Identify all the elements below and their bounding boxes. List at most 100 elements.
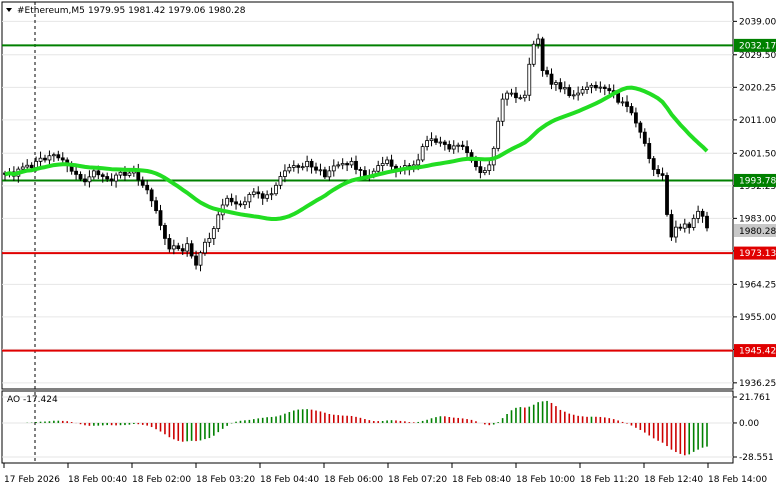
candle-body [660,173,665,176]
price-tick-label: 2011.00 [739,116,776,126]
candle-body [145,184,150,191]
candle-body [291,165,296,168]
candle-body [296,165,301,168]
candle-body [540,38,545,72]
ao-grid [2,396,733,458]
candle-body [327,170,332,178]
ao-plot-frame [1,390,734,464]
candle-body [283,170,287,177]
level-badge [734,246,776,260]
current-price-label: 1980.28 [739,227,776,237]
candle-body [260,193,265,199]
candle-body [456,144,461,147]
candle-body [96,170,101,176]
time-tick-label: 18 Feb 00:40 [68,475,127,485]
price-tick-label: 2039.00 [739,17,776,27]
candle-body [278,176,283,186]
candle-body [265,194,270,199]
candle-body [531,43,536,65]
candle-body [598,86,603,89]
candle-body [127,172,132,176]
candle-body [43,157,47,161]
candle-body [554,82,558,85]
candle-body [558,82,563,90]
candle-body [211,228,216,239]
candle-body [447,144,452,150]
candle-body [340,163,345,166]
candle-body [256,191,261,195]
candle-body [83,178,87,183]
candle-body [194,255,198,266]
candle-body [336,164,341,167]
ao-title: AO -17.424 [7,395,58,405]
candle-body [318,169,323,172]
candle-body [149,189,154,202]
candle-body [478,166,483,174]
candle-body [647,143,652,159]
candle-body [451,145,456,150]
main-grid [2,20,733,384]
candle-body [87,176,92,183]
candle-body [594,84,598,89]
candle-body [234,201,238,205]
level-badge [734,173,776,187]
candle-body [171,245,176,250]
candle-body [349,160,354,166]
candle-body [109,178,114,182]
price-axis: 2039.002029.502020.252011.002001.501992.… [733,17,776,389]
price-tick-label: 1983.00 [739,214,776,224]
price-tick-label: 1936.25 [739,379,776,389]
candle-body [682,223,687,229]
candle-body [585,86,589,91]
time-tick-label: 18 Feb 06:00 [324,475,383,485]
time-tick-label: 18 Feb 02:00 [132,475,191,485]
candle-body [25,164,30,168]
candle-body [629,106,634,114]
candle-body [380,163,385,166]
candle-body [642,131,647,144]
candle-body [158,210,163,226]
candle-body [251,191,256,195]
candle-body [163,225,167,239]
time-tick-label: 18 Feb 12:40 [644,475,703,485]
candle-body [305,160,310,168]
time-tick-label: 17 Feb 2026 [4,475,60,485]
time-tick-label: 18 Feb 08:40 [452,475,511,485]
candle-body [123,171,127,176]
candle-body [434,138,438,143]
candle-body [243,201,247,206]
candle-body [536,38,541,45]
candle-body [56,154,61,159]
candle-body [465,146,469,153]
candle-body [167,238,172,250]
candle-body [100,174,105,177]
symbol-label: #Ethereum,M5 [17,6,85,16]
candle-body [576,92,581,96]
candle-body [429,138,434,142]
time-tick-label: 18 Feb 14:00 [708,475,767,485]
dropdown-arrow-icon[interactable] [6,8,12,12]
candle-body [420,146,425,161]
candle-body [562,87,567,90]
candle-body [229,197,234,203]
candle-body [269,193,274,196]
candle-body [589,84,594,88]
candle-body [118,171,123,176]
candle-body [287,166,292,172]
candle-body [354,160,358,170]
level-label: 1973.13 [739,249,776,259]
candle-body [74,170,78,175]
ao-histogram [26,400,708,456]
level-label: 2032.17 [739,41,776,51]
candle-body [687,223,692,228]
ao-tick-label: 21.761 [739,393,771,403]
candle-body [602,86,607,89]
candle-body [518,97,523,100]
candle-body [47,155,52,161]
candle-body [331,165,336,172]
candle-body [669,214,674,238]
current-price-badge [734,224,776,237]
candle-body [656,169,661,175]
candle-body [322,169,327,178]
